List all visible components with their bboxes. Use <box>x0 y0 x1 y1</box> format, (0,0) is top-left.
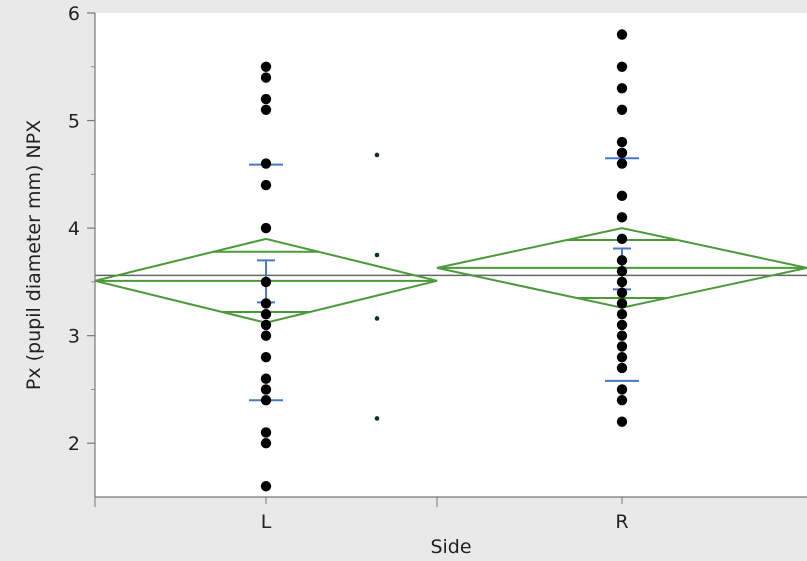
small-point <box>374 316 380 321</box>
data-point <box>616 104 628 116</box>
data-point <box>616 287 628 298</box>
y-tick-label: 3 <box>68 326 80 348</box>
data-point <box>616 265 628 277</box>
data-point <box>260 427 272 438</box>
data-point <box>616 395 628 406</box>
data-point <box>260 395 272 406</box>
data-point <box>616 319 628 331</box>
groups-layer <box>94 29 807 492</box>
data-point <box>260 351 272 363</box>
data-point <box>616 384 628 395</box>
data-point <box>616 136 628 148</box>
y-tick-label: 6 <box>68 3 80 25</box>
data-point <box>260 93 272 105</box>
x-tick-label: L <box>261 511 272 533</box>
data-point <box>260 72 272 83</box>
data-point <box>616 341 628 352</box>
y-axis: 2 3 4 5 6 <box>68 3 95 455</box>
unlabeled-points <box>374 152 380 421</box>
data-point <box>260 319 272 331</box>
data-point <box>260 298 272 309</box>
data-point <box>260 158 272 169</box>
data-point <box>616 158 628 169</box>
plot-area <box>95 13 807 497</box>
group-L <box>94 61 438 492</box>
data-point <box>260 179 272 191</box>
data-point <box>616 233 628 245</box>
data-point <box>260 373 272 384</box>
y-tick-label: 4 <box>68 218 80 240</box>
data-point <box>260 308 272 320</box>
data-point <box>616 330 628 341</box>
x-tick-label: R <box>615 511 628 533</box>
data-point <box>616 29 628 40</box>
data-point <box>260 384 272 395</box>
small-point <box>374 252 380 258</box>
small-point <box>374 416 380 421</box>
data-point <box>616 255 628 266</box>
data-point <box>616 61 628 72</box>
x-axis-title: Side <box>430 536 471 558</box>
means-diamond <box>436 227 807 309</box>
data-point <box>616 308 628 320</box>
data-point <box>616 276 628 288</box>
data-point <box>616 351 628 363</box>
data-point <box>616 298 628 309</box>
data-point <box>616 83 628 94</box>
data-point <box>616 212 628 223</box>
data-point <box>260 330 272 341</box>
data-point <box>616 190 628 202</box>
y-axis-title: Px (pupil diameter mm) NPX <box>23 120 45 390</box>
data-point <box>260 438 272 449</box>
data-point <box>260 276 272 288</box>
data-point <box>260 104 272 116</box>
data-point <box>260 61 272 72</box>
group-R <box>436 29 807 427</box>
data-point <box>616 147 628 159</box>
data-point <box>260 481 272 492</box>
data-point <box>616 362 628 374</box>
small-point <box>374 152 380 158</box>
data-point <box>260 222 272 234</box>
y-tick-label: 5 <box>68 111 80 133</box>
y-tick-label: 2 <box>68 433 80 455</box>
data-point <box>616 416 628 427</box>
